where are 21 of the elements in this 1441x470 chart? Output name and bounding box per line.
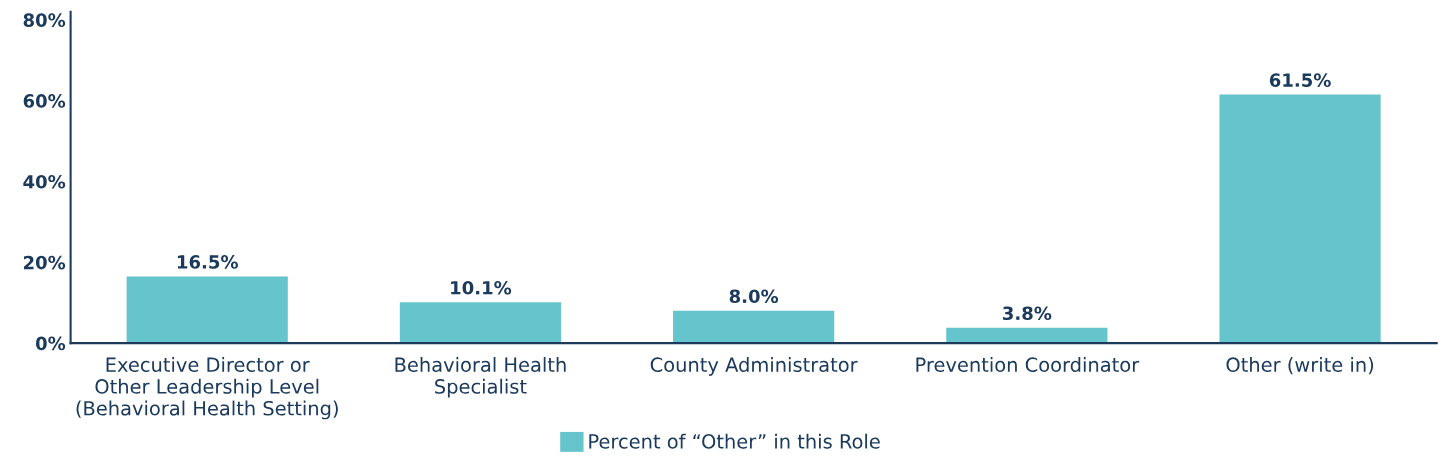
data-label: 8.0% — [729, 289, 779, 304]
x-tick-label: Prevention Coordinator — [916, 356, 1140, 373]
bar — [126, 276, 288, 344]
bar — [673, 310, 835, 344]
bar — [399, 302, 562, 344]
y-tick-label: 20% — [23, 255, 66, 270]
legend-label: Percent of “Other” in this Role — [589, 433, 880, 449]
data-label: 10.1% — [451, 280, 512, 295]
y-tick-label: 80% — [23, 13, 66, 27]
x-tick-label: Executive Director or Other Leadership Level (Behavioral Health Setting) — [76, 356, 338, 420]
bar — [946, 327, 1108, 344]
data-label: 3.8% — [1003, 306, 1052, 321]
y-tick-label: 0% — [35, 336, 66, 351]
x-tick-label: Behavioral Health Specialist — [395, 356, 566, 398]
y-tick-label: 60% — [23, 94, 66, 108]
data-label: 16.5% — [177, 255, 238, 269]
y-tick-label: 40% — [23, 174, 66, 189]
data-label: 61.5% — [1269, 73, 1331, 87]
x-tick-label: Other (write in) — [1226, 356, 1374, 375]
bar — [1219, 94, 1381, 344]
x-tick-label: County Administrator — [650, 356, 858, 376]
